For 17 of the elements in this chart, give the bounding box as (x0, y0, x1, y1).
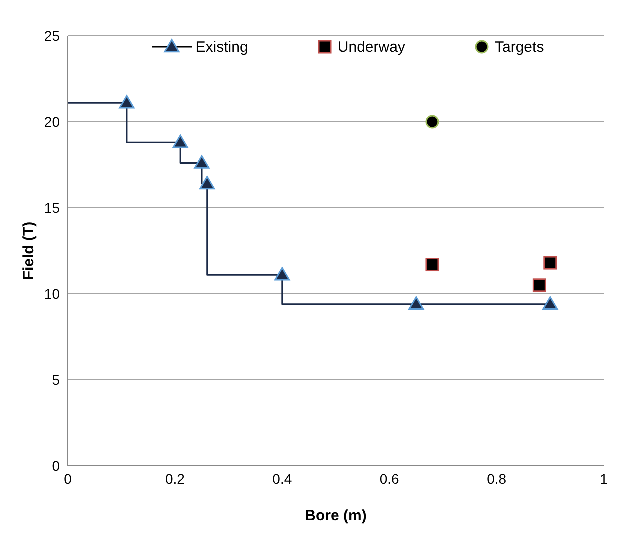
x-tick-label: 1 (600, 470, 608, 487)
legend-label: Underway (338, 38, 406, 56)
y-tick-label: 15 (44, 200, 60, 216)
y-tick-label: 5 (52, 372, 60, 388)
x-tick-label: 0.4 (272, 470, 292, 487)
y-tick-label: 0 (52, 458, 60, 474)
legend-label: Existing (196, 38, 248, 56)
x-tick-label: 0.6 (380, 470, 400, 487)
legend-label: Targets (495, 38, 544, 56)
x-tick-label: 0.8 (487, 470, 507, 487)
y-tick-label: 25 (44, 28, 60, 44)
y-axis-title: Field (T) (20, 222, 38, 280)
x-tick-label: 0.2 (165, 470, 186, 487)
y-tick-label: 20 (44, 114, 60, 130)
y-tick-label: 10 (44, 286, 60, 302)
x-tick-label: 0 (64, 470, 72, 487)
x-axis-title: Bore (m) (305, 508, 367, 525)
